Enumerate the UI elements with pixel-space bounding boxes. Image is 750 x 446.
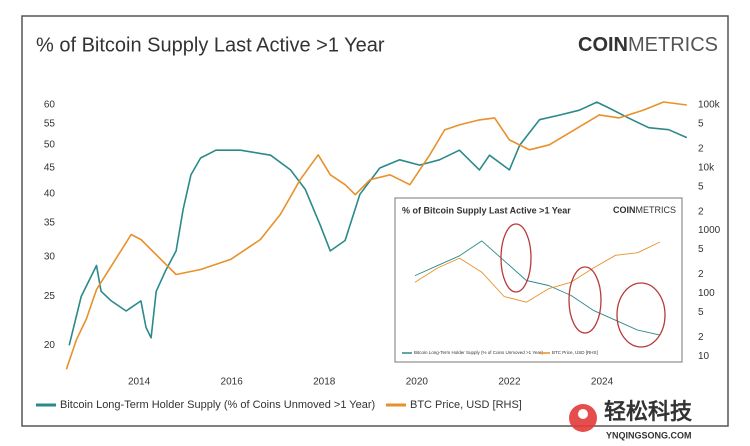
- x-tick-label: 2018: [313, 377, 336, 388]
- legend-label: Bitcoin Long-Term Holder Supply (% of Co…: [414, 350, 543, 355]
- y2-tick-label: 2: [698, 206, 704, 217]
- y2-tick-label: 1000: [698, 225, 721, 236]
- y2-tick-label: 2: [698, 144, 704, 155]
- brand-light: METRICS: [628, 34, 718, 56]
- legend-label: Bitcoin Long-Term Holder Supply (% of Co…: [60, 399, 375, 411]
- watermark-text: 轻松科技: [604, 399, 693, 424]
- series-line: [414, 240, 661, 336]
- inset-frame: [394, 197, 683, 363]
- x-tick-label: 2016: [221, 377, 244, 388]
- highlight-circle: [568, 266, 602, 334]
- inset: % of Bitcoin Supply Last Active >1 Year …: [394, 197, 683, 363]
- highlight-circle: [616, 282, 666, 348]
- legend-label: BTC Price, USD [RHS]: [552, 350, 598, 355]
- y-tick-label: 50: [44, 140, 56, 151]
- brand-bold: COIN: [613, 205, 636, 215]
- inset-brand: COINMETRICS: [613, 205, 676, 215]
- y2-tick-label: 5: [698, 244, 704, 255]
- marks: 20 25 30 35 40 45 50 55 60 100k 5 2 10k 5 2 1000 5 2 100 5 2…: [44, 100, 721, 388]
- y2-tick-label: 2: [698, 269, 704, 280]
- y2-tick-label: 5: [698, 307, 704, 318]
- brand-bold: COIN: [578, 34, 628, 56]
- y-tick-label: 25: [44, 291, 56, 302]
- y2-tick-label: 10k: [698, 162, 715, 173]
- series-line: [68, 101, 688, 346]
- y2-tick-label: 10: [698, 351, 710, 362]
- x-tick-label: 2020: [406, 377, 429, 388]
- y2-tick-label: 100: [698, 288, 715, 299]
- x-tick-label: 2024: [591, 377, 614, 388]
- highlight-circle: [500, 223, 532, 293]
- series-line: [414, 241, 661, 303]
- y-tick-label: 30: [44, 251, 56, 262]
- watermark: 轻松科技 YNQINGSONG.COM: [569, 399, 693, 440]
- legend-label: BTC Price, USD [RHS]: [410, 399, 522, 411]
- y-tick-label: 55: [44, 119, 56, 130]
- brand: COINMETRICS: [578, 34, 718, 56]
- annotations: [500, 223, 666, 348]
- y2-tick-label: 5: [698, 181, 704, 192]
- watermark-logo: [578, 409, 588, 419]
- brand-light: METRICS: [636, 205, 677, 215]
- y-tick-label: 40: [44, 188, 56, 199]
- x-tick-label: 2022: [498, 377, 521, 388]
- y-tick-label: 35: [44, 218, 56, 229]
- series-line: [65, 101, 687, 370]
- chart-title: % of Bitcoin Supply Last Active >1 Year: [36, 34, 385, 56]
- y2-tick-label: 100k: [698, 100, 721, 111]
- y-tick-label: 60: [44, 100, 56, 111]
- x-tick-label: 2014: [128, 377, 151, 388]
- y-tick-label: 45: [44, 163, 56, 174]
- y2-tick-label: 5: [698, 119, 704, 130]
- inset-title: % of Bitcoin Supply Last Active >1 Year: [402, 205, 571, 215]
- watermark-url: YNQINGSONG.COM: [606, 430, 692, 440]
- y2-tick-label: 2: [698, 332, 704, 343]
- y-tick-label: 20: [44, 340, 56, 351]
